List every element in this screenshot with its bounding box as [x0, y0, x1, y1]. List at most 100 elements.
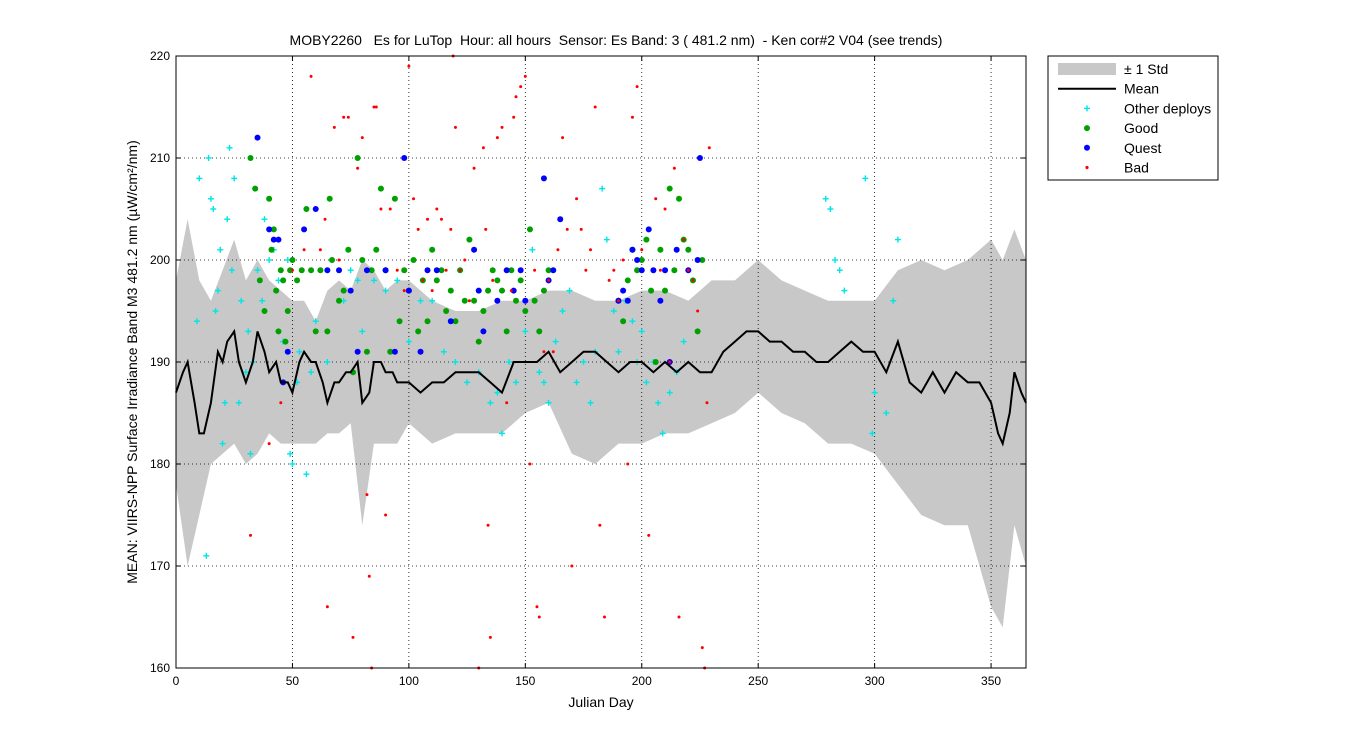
point-good: [433, 277, 440, 284]
point-quest: [336, 267, 343, 274]
point-quest: [312, 206, 319, 212]
point-other-deploys: [289, 461, 296, 467]
point-other-deploys: [827, 206, 834, 212]
point-good: [620, 318, 627, 325]
point-bad: [523, 74, 527, 78]
point-quest: [517, 267, 524, 274]
point-bad: [707, 146, 711, 150]
point-bad: [677, 615, 681, 619]
point-bad: [372, 105, 376, 109]
point-good: [329, 257, 336, 263]
legend-label: ± 1 Std: [1124, 61, 1168, 77]
point-other-deploys: [312, 318, 319, 325]
point-good: [266, 195, 273, 202]
point-good: [280, 277, 287, 284]
point-other-deploys: [522, 328, 529, 335]
point-other-deploys: [207, 195, 214, 202]
point-bad: [472, 166, 476, 170]
x-tick-label: 200: [632, 674, 652, 688]
legend-label: Quest: [1124, 140, 1161, 156]
point-good: [282, 338, 289, 345]
legend-label: Mean: [1124, 81, 1159, 97]
point-good: [312, 328, 319, 335]
point-quest: [424, 267, 431, 274]
point-other-deploys: [214, 287, 221, 294]
point-good: [396, 318, 403, 325]
point-other-deploys: [245, 328, 252, 335]
point-bad: [416, 227, 420, 231]
point-good: [387, 348, 394, 355]
point-other-deploys: [210, 206, 217, 212]
point-bad: [542, 350, 546, 354]
point-good: [485, 287, 492, 294]
axes-layer: 0 50 100 150 200 250 300 350 160 170 180 190 200 210 2…: [150, 49, 1027, 688]
point-bad: [607, 278, 611, 282]
y-tick-label: 180: [150, 457, 170, 471]
point-other-deploys: [287, 450, 294, 457]
point-bad: [500, 125, 504, 129]
point-other-deploys: [540, 379, 547, 386]
point-good: [324, 328, 331, 335]
point-other-deploys: [266, 257, 273, 263]
point-other-deploys: [429, 297, 436, 304]
point-quest: [480, 328, 487, 335]
point-quest: [254, 134, 261, 141]
point-quest: [391, 348, 398, 355]
point-bad: [279, 401, 283, 405]
point-other-deploys: [217, 246, 224, 253]
point-good: [666, 185, 673, 192]
point-other-deploys: [615, 348, 622, 355]
legend: ± 1 Std Mean Other deploys Good Quest Bad: [1047, 55, 1219, 181]
point-good: [308, 267, 315, 274]
point-other-deploys: [347, 267, 354, 274]
point-good: [526, 226, 533, 233]
point-good: [359, 257, 366, 263]
x-tick-label: 300: [865, 674, 885, 688]
point-good: [287, 267, 294, 274]
legend-label: Good: [1124, 120, 1158, 136]
point-quest: [620, 287, 627, 294]
point-bad: [407, 64, 411, 68]
point-good: [503, 328, 510, 335]
std-band-layer: [176, 219, 1026, 628]
point-bad: [509, 289, 513, 293]
point-other-deploys: [566, 287, 573, 294]
point-bad: [635, 85, 639, 89]
point-good: [531, 297, 538, 304]
point-bad: [318, 248, 322, 252]
point-good: [466, 236, 473, 243]
point-good: [401, 267, 408, 274]
point-quest: [275, 236, 282, 243]
point-other-deploys: [513, 379, 519, 386]
point-bad: [491, 278, 495, 282]
point-quest: [624, 297, 631, 304]
point-quest: [657, 297, 664, 304]
point-good: [289, 257, 296, 263]
point-bad: [570, 564, 574, 568]
point-good: [489, 267, 496, 274]
point-other-deploys: [394, 277, 401, 284]
point-other-deploys: [231, 175, 238, 182]
point-bad: [668, 360, 672, 364]
point-other-deploys: [499, 430, 506, 437]
point-bad: [556, 248, 560, 252]
point-good: [273, 287, 280, 294]
point-good: [624, 277, 631, 284]
point-bad: [514, 95, 518, 99]
point-good: [643, 236, 650, 243]
point-good: [303, 206, 310, 212]
point-good: [377, 185, 384, 192]
point-bad: [481, 146, 485, 150]
legend-swatch-bad: [1085, 165, 1089, 170]
std-band-area: [176, 219, 1026, 628]
point-bad: [682, 238, 686, 242]
point-good: [410, 257, 417, 263]
point-quest: [447, 318, 454, 325]
point-other-deploys: [552, 338, 559, 345]
point-quest: [301, 226, 308, 233]
point-bad: [444, 268, 448, 272]
point-bad: [249, 533, 253, 537]
point-other-deploys: [359, 328, 366, 335]
point-bad: [342, 115, 346, 119]
